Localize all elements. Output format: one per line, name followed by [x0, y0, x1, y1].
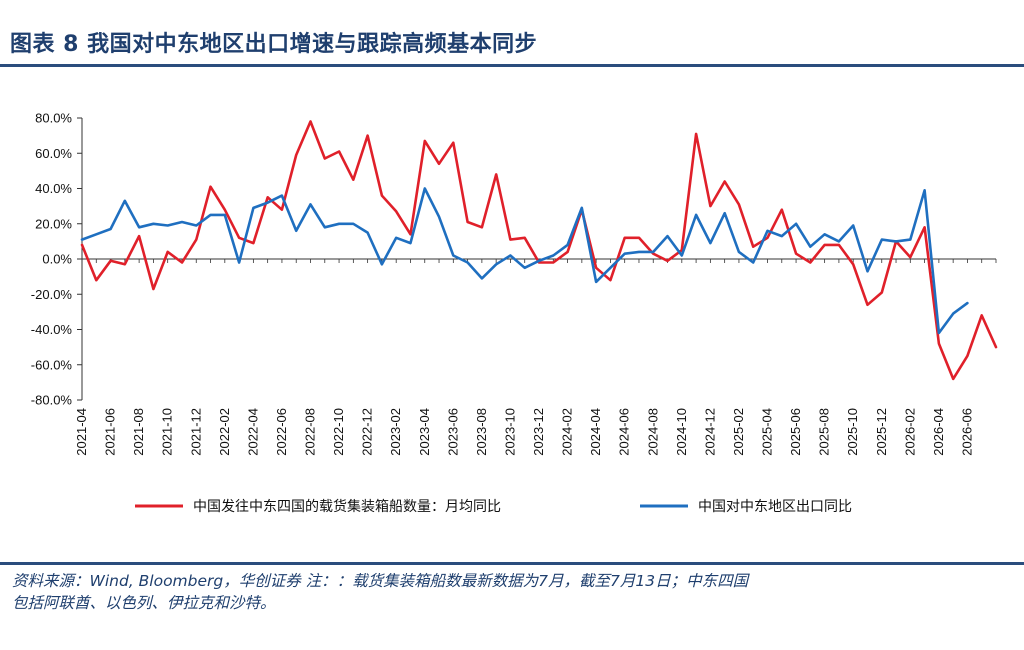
- y-tick-label: 40.0%: [35, 181, 72, 196]
- x-tick-label: 2023-08: [474, 408, 489, 456]
- x-tick-label: 2025-06: [788, 408, 803, 456]
- series-line-exports: [80, 187, 969, 335]
- x-tick-label: 2025-04: [760, 408, 775, 456]
- page-title: 图表 8 我国对中东地区出口增速与跟踪高频基本同步: [10, 32, 538, 57]
- x-tick-label: 2024-02: [560, 408, 575, 456]
- chart-axes: 80.0% 60.0% 40.0% 20.0% 0.0% -20.0% -40.0% -60.…: [31, 111, 997, 456]
- chart-series: [80, 120, 998, 381]
- x-tick-label: 2021-04: [74, 408, 89, 456]
- y-tick-label: -60.0%: [31, 357, 73, 372]
- x-tick-label: 2023-12: [531, 408, 546, 456]
- x-tick-label: 2022-06: [274, 408, 289, 456]
- x-tick-label: 2025-08: [817, 408, 832, 456]
- x-tick-label: 2021-06: [103, 408, 118, 456]
- x-tick-label: 2026-02: [902, 408, 917, 456]
- x-tick-label: 2023-02: [388, 408, 403, 456]
- x-tick-label: 2025-02: [731, 408, 746, 456]
- x-tick-label: 2022-04: [245, 408, 260, 456]
- x-tick-label: 2022-08: [303, 408, 318, 456]
- y-tick-label: 80.0%: [35, 111, 72, 126]
- x-tick-label: 2024-12: [702, 408, 717, 456]
- source-note: 资料来源：Wind, Bloomberg，华创证券 注：：载货集装箱船数最新数据…: [12, 570, 1012, 614]
- x-tick-label: 2025-10: [845, 408, 860, 456]
- y-tick-label: -80.0%: [31, 393, 73, 408]
- x-tick-label: 2026-06: [959, 408, 974, 456]
- y-tick-label: -20.0%: [31, 287, 73, 302]
- source-line-1: 资料来源：Wind, Bloomberg，华创证券 注：：载货集装箱船数最新数据…: [12, 572, 749, 590]
- x-tick-label: 2021-10: [160, 408, 175, 456]
- x-tick-label: 2024-10: [674, 408, 689, 456]
- title-bar: 图表 8 我国对中东地区出口增速与跟踪高频基本同步: [0, 0, 1024, 66]
- x-tick-label: 2023-04: [417, 408, 432, 456]
- x-tick-label: 2022-02: [217, 408, 232, 456]
- x-tick-label: 2025-12: [874, 408, 889, 456]
- x-tick-label: 2024-06: [617, 408, 632, 456]
- x-tick-label: 2023-10: [502, 408, 517, 456]
- legend-item-exports: 中国对中东地区出口同比: [640, 499, 852, 515]
- x-tick-label: 2026-04: [931, 408, 946, 456]
- line-chart: 80.0% 60.0% 40.0% 20.0% 0.0% -20.0% -40.0% -60.…: [31, 111, 998, 515]
- chart-legend: 中国发往中东四国的载货集装箱船数量：月均同比 中国对中东地区出口同比: [135, 498, 852, 515]
- x-tick-label: 2022-12: [360, 408, 375, 456]
- x-tick-label: 2021-12: [188, 408, 203, 456]
- x-tick-label: 2024-04: [588, 408, 603, 456]
- source-line-2: 包括阿联酋、以色列、伊拉克和沙特。: [12, 594, 276, 612]
- legend-label: 中国发往中东四国的载货集装箱船数量：月均同比: [193, 498, 501, 515]
- x-tick-label: 2022-10: [331, 408, 346, 456]
- series-line-ship-count: [80, 120, 998, 381]
- legend-item-ship-count: 中国发往中东四国的载货集装箱船数量：月均同比: [135, 498, 501, 515]
- bottom-rule: [0, 562, 1024, 565]
- top-rule: [0, 64, 1024, 67]
- x-tick-label: 2021-08: [131, 408, 146, 456]
- y-tick-label: 0.0%: [42, 252, 72, 267]
- legend-label: 中国对中东地区出口同比: [698, 499, 852, 515]
- x-tick-label: 2024-08: [645, 408, 660, 456]
- y-tick-label: 20.0%: [35, 216, 72, 231]
- y-tick-label: -40.0%: [31, 322, 73, 337]
- x-tick-label: 2023-06: [445, 408, 460, 456]
- y-tick-label: 60.0%: [35, 146, 72, 161]
